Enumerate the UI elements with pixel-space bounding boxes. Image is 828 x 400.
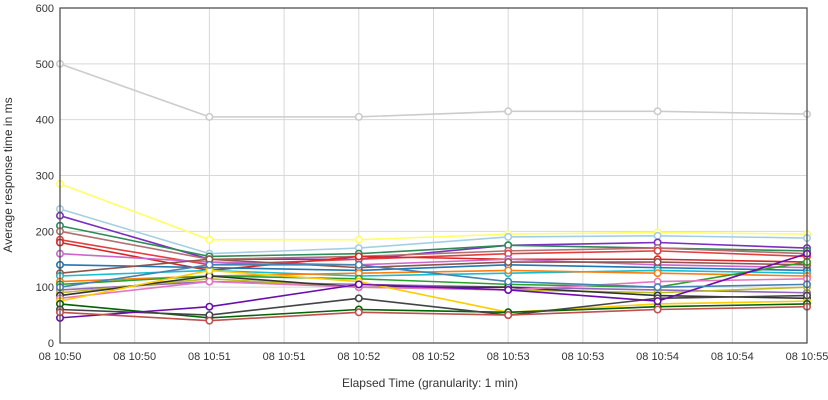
y-tick-label: 100 bbox=[36, 282, 54, 294]
y-tick-label: 0 bbox=[48, 338, 54, 350]
series-line bbox=[59, 305, 808, 322]
x-tick-label: 08 10:54 bbox=[711, 351, 754, 363]
data-point[interactable] bbox=[354, 294, 363, 303]
y-tick-label: 500 bbox=[36, 59, 54, 71]
grid bbox=[59, 7, 808, 344]
series-line bbox=[59, 241, 808, 272]
series-line bbox=[59, 208, 808, 255]
series-line bbox=[59, 230, 808, 261]
data-point[interactable] bbox=[653, 305, 662, 314]
data-point[interactable] bbox=[653, 269, 662, 278]
data-point[interactable] bbox=[205, 112, 214, 121]
x-tick-label: 08 10:50 bbox=[39, 351, 82, 363]
data-point[interactable] bbox=[653, 107, 662, 116]
data-point[interactable] bbox=[205, 302, 214, 311]
y-tick-label: 300 bbox=[36, 171, 54, 183]
x-axis-title: Elapsed Time (granularity: 1 min) bbox=[342, 376, 518, 390]
series-line bbox=[59, 264, 808, 272]
x-tick-label: 08 10:51 bbox=[188, 351, 231, 363]
series-line bbox=[59, 277, 808, 300]
data-point[interactable] bbox=[205, 260, 214, 269]
x-tick-label: 08 10:53 bbox=[561, 351, 604, 363]
series-21 bbox=[55, 249, 811, 322]
series-group bbox=[55, 59, 811, 325]
data-point[interactable] bbox=[205, 277, 214, 286]
series-line bbox=[59, 252, 808, 319]
data-point[interactable] bbox=[504, 285, 513, 294]
series-line bbox=[59, 280, 808, 294]
data-point[interactable] bbox=[504, 266, 513, 275]
y-tick-label: 200 bbox=[36, 226, 54, 238]
data-point[interactable] bbox=[354, 112, 363, 121]
data-point[interactable] bbox=[653, 258, 662, 267]
x-tick-label: 08 10:50 bbox=[113, 351, 156, 363]
series-line bbox=[59, 269, 808, 277]
series-line bbox=[59, 294, 808, 316]
series-line bbox=[59, 303, 808, 319]
data-point[interactable] bbox=[653, 246, 662, 255]
series-line bbox=[59, 261, 808, 288]
plot-frame bbox=[59, 7, 808, 344]
data-point[interactable] bbox=[205, 235, 214, 244]
x-tick-label: 08 10:52 bbox=[337, 351, 380, 363]
x-axis-ticks: 08 10:50 08 10:50 08 10:51 08 10:51 08 10:52… bbox=[39, 351, 828, 363]
series-line bbox=[59, 63, 808, 118]
data-point[interactable] bbox=[354, 235, 363, 244]
x-tick-label: 08 10:52 bbox=[412, 351, 455, 363]
data-point[interactable] bbox=[504, 258, 513, 267]
data-point[interactable] bbox=[504, 311, 513, 320]
data-point[interactable] bbox=[354, 260, 363, 269]
data-point[interactable] bbox=[653, 231, 662, 240]
data-point[interactable] bbox=[504, 107, 513, 116]
series-line bbox=[59, 264, 808, 288]
data-point[interactable] bbox=[504, 277, 513, 286]
data-point[interactable] bbox=[653, 283, 662, 292]
x-tick-label: 08 10:55 bbox=[786, 351, 828, 363]
y-tick-label: 600 bbox=[36, 3, 54, 15]
data-point[interactable] bbox=[354, 280, 363, 289]
x-tick-label: 08 10:53 bbox=[487, 351, 530, 363]
data-point[interactable] bbox=[354, 308, 363, 317]
x-tick-label: 08 10:54 bbox=[636, 351, 679, 363]
x-tick-label: 08 10:51 bbox=[263, 351, 306, 363]
data-point[interactable] bbox=[504, 232, 513, 241]
y-axis-title: Average response time in ms bbox=[1, 97, 15, 252]
series-line bbox=[59, 183, 808, 241]
data-point[interactable] bbox=[205, 316, 214, 325]
data-point[interactable] bbox=[354, 252, 363, 261]
series-line bbox=[59, 252, 808, 269]
y-tick-label: 400 bbox=[36, 115, 54, 127]
series-line bbox=[59, 269, 808, 314]
y-axis-ticks: 0 100 200 300 400 500 600 bbox=[36, 3, 54, 350]
series-line bbox=[59, 258, 808, 275]
data-point[interactable] bbox=[653, 297, 662, 306]
